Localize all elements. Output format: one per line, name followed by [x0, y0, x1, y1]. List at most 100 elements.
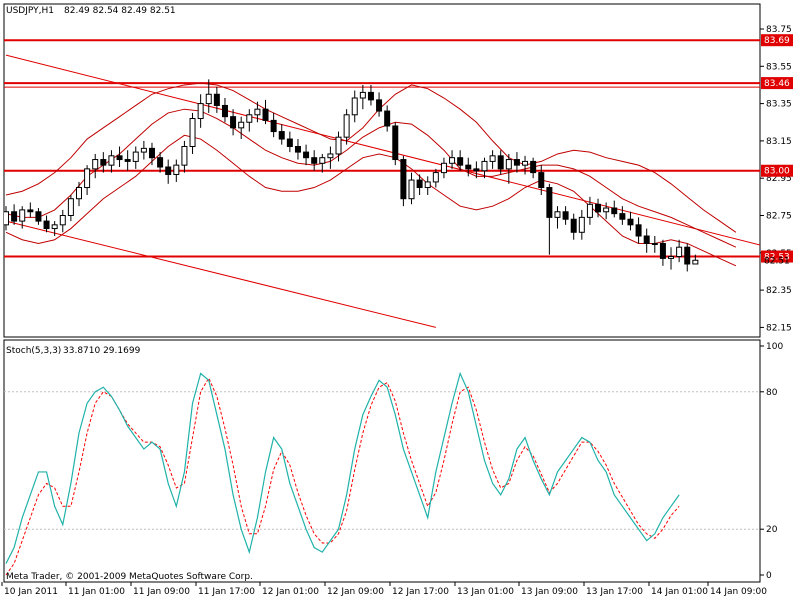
candle [221, 98, 228, 123]
candle-body [19, 209, 26, 222]
candle [51, 221, 58, 237]
candle [189, 112, 196, 154]
candle [408, 172, 415, 205]
candle [286, 131, 293, 153]
candle [554, 206, 561, 229]
candle [173, 159, 180, 182]
candle-body [51, 224, 58, 230]
time-tick-label: 11 Jan 09:00 [133, 587, 190, 597]
candle [643, 228, 650, 253]
candle-body [497, 155, 504, 170]
time-tick-label: 13 Jan 01:00 [457, 587, 514, 597]
candle [181, 140, 188, 173]
candle [676, 239, 683, 263]
candle [465, 157, 472, 177]
candle [238, 116, 245, 140]
stoch-tick-label: 20 [766, 525, 778, 535]
candle-body [595, 203, 602, 213]
candle-body [473, 168, 480, 172]
candle [84, 165, 91, 195]
trendline [5, 54, 760, 246]
stoch-indicator-label: Stoch(5,3,3) [6, 346, 61, 356]
candle-body [205, 93, 212, 105]
candle [92, 153, 99, 179]
candle-body [11, 211, 18, 222]
level-price-tag-label: 83.69 [764, 36, 790, 46]
stoch-values: 33.8710 29.1699 [63, 346, 141, 356]
candle [384, 105, 391, 132]
candle-body [230, 116, 237, 129]
candle [343, 109, 350, 145]
candle-body [603, 207, 610, 213]
candle [19, 206, 26, 229]
candle-body [213, 93, 220, 106]
candle-body [522, 160, 529, 166]
candle-body [35, 211, 42, 222]
candle [449, 150, 456, 169]
candle [303, 144, 310, 166]
candle-body [148, 147, 155, 159]
time-tick-label: 14 Jan 01:00 [651, 587, 708, 597]
time-tick-label: 13 Jan 09:00 [521, 587, 578, 597]
time-tick-label: 10 Jan 2011 [4, 587, 58, 597]
price-tick-label: 82.75 [766, 212, 792, 222]
candle [392, 122, 399, 166]
candle [416, 174, 423, 195]
candle-body [400, 159, 407, 200]
candle-body [254, 108, 261, 116]
ohlc-values: 82.49 82.54 82.49 82.51 [64, 6, 176, 16]
candle-body [157, 157, 164, 168]
level-price-tag [761, 250, 793, 263]
candle-body [294, 145, 301, 153]
candle-body [262, 108, 269, 121]
level-price-tag-label: 82.53 [764, 253, 790, 263]
candle-body [270, 119, 277, 133]
candle-body [140, 147, 147, 153]
candle [586, 196, 593, 225]
candle-body [570, 218, 577, 233]
candle-body [197, 103, 204, 120]
candle-body [132, 151, 139, 162]
time-tick-label: 14 Jan 09:00 [710, 587, 767, 597]
candle-body [635, 224, 642, 237]
candle-body [440, 162, 447, 174]
candle [230, 109, 237, 136]
time-tick-label: 11 Jan 01:00 [68, 587, 125, 597]
candle [457, 150, 464, 171]
candle [327, 146, 334, 169]
candle-body [538, 172, 545, 189]
candle-body [578, 216, 585, 233]
candle-body [384, 110, 391, 127]
candle [11, 204, 18, 225]
candle-body [319, 157, 326, 164]
candle-body [586, 203, 593, 218]
candle [140, 140, 147, 160]
candle-body [619, 213, 626, 220]
candle-body [392, 125, 399, 161]
stoch-tick-label: 80 [766, 388, 778, 398]
candle [513, 152, 520, 173]
candle-body [692, 259, 699, 265]
candle [522, 155, 529, 175]
time-tick-label: 13 Jan 17:00 [586, 587, 643, 597]
time-axis: 10 Jan 2011 11 Jan 01:00 11 Jan 09:00 11 Ja… [1, 582, 767, 597]
candle [489, 150, 496, 169]
level-price-tag-label: 83.46 [764, 79, 790, 89]
candle [335, 131, 342, 162]
candle-body [100, 159, 107, 166]
candle [67, 194, 74, 222]
candle-body [554, 211, 561, 218]
candle [400, 155, 407, 207]
candle [59, 209, 66, 233]
candle [4, 206, 9, 231]
candle-body [335, 136, 342, 155]
candle-body [376, 99, 383, 112]
candle [100, 152, 107, 173]
candle-body [513, 159, 520, 166]
candle-body [432, 172, 439, 183]
candle [497, 150, 504, 175]
candle [351, 90, 358, 123]
band-upper-line [5, 82, 737, 233]
stoch-pane-frame [3, 339, 761, 583]
